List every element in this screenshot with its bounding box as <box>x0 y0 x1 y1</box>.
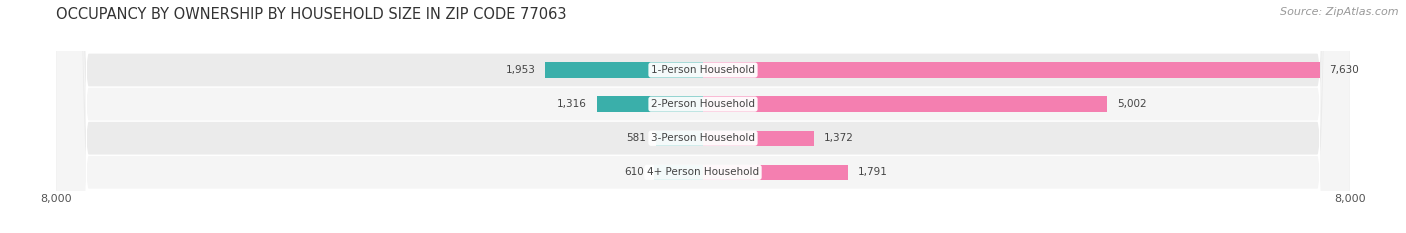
FancyBboxPatch shape <box>56 0 1350 233</box>
Bar <box>703 62 1320 78</box>
Text: 610: 610 <box>624 167 644 177</box>
Bar <box>596 96 703 112</box>
Text: 1,791: 1,791 <box>858 167 887 177</box>
Text: 3-Person Household: 3-Person Household <box>651 133 755 143</box>
Text: 5,002: 5,002 <box>1118 99 1147 109</box>
Bar <box>703 96 1108 112</box>
Text: 1-Person Household: 1-Person Household <box>651 65 755 75</box>
Bar <box>703 165 848 180</box>
Bar <box>657 130 703 146</box>
Text: 2-Person Household: 2-Person Household <box>651 99 755 109</box>
FancyBboxPatch shape <box>56 0 1350 233</box>
Text: OCCUPANCY BY OWNERSHIP BY HOUSEHOLD SIZE IN ZIP CODE 77063: OCCUPANCY BY OWNERSHIP BY HOUSEHOLD SIZE… <box>56 7 567 22</box>
Text: 4+ Person Household: 4+ Person Household <box>647 167 759 177</box>
Text: 1,953: 1,953 <box>506 65 536 75</box>
Text: 581: 581 <box>627 133 647 143</box>
Text: Source: ZipAtlas.com: Source: ZipAtlas.com <box>1281 7 1399 17</box>
Bar <box>654 165 703 180</box>
Text: 1,316: 1,316 <box>557 99 586 109</box>
Bar <box>546 62 703 78</box>
Bar <box>703 130 814 146</box>
FancyBboxPatch shape <box>56 0 1350 233</box>
Text: 7,630: 7,630 <box>1330 65 1360 75</box>
Text: 1,372: 1,372 <box>824 133 853 143</box>
FancyBboxPatch shape <box>56 0 1350 233</box>
